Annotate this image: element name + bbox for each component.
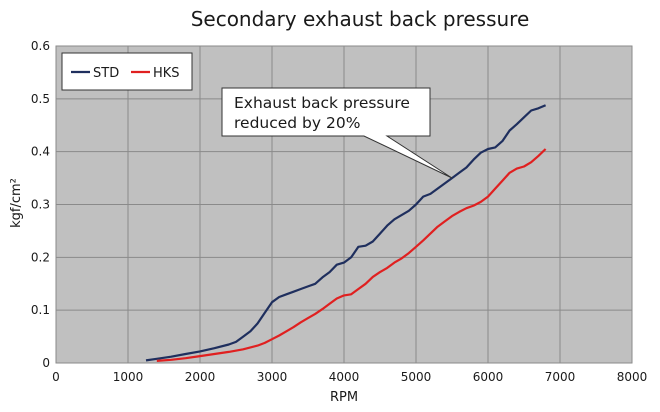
x-tick-label: 2000 — [185, 370, 216, 384]
x-axis-label: RPM — [330, 390, 358, 405]
legend: STD HKS — [61, 52, 193, 91]
x-tick-label: 7000 — [545, 370, 576, 384]
y-tick-label: 0.3 — [31, 198, 50, 212]
y-tick-label: 0.2 — [31, 250, 50, 264]
y-tick-label: 0.4 — [31, 145, 50, 159]
x-tick-label: 4000 — [329, 370, 360, 384]
y-tick-label: 0.1 — [31, 303, 50, 317]
tick-labels: 0 1000 2000 3000 4000 5000 6000 7000 8000 0 0.1 0.2… — [31, 39, 647, 384]
chart-title: Secondary exhaust back pressure — [191, 7, 530, 31]
y-axis-label: kgf/cm² — [9, 178, 24, 228]
x-tick-label: 1000 — [113, 370, 144, 384]
x-tick-label: 0 — [52, 370, 60, 384]
callout-bubble — [221, 87, 453, 179]
grid — [55, 45, 633, 364]
y-tick-label: 0.5 — [31, 92, 50, 106]
callout-line-2: reduced by 20% — [234, 114, 360, 132]
series-layer — [145, 104, 547, 362]
y-tick-label: 0.6 — [31, 39, 50, 53]
callout-line-1: Exhaust back pressure — [234, 94, 410, 112]
series-line-hks — [156, 148, 547, 362]
x-tick-label: 3000 — [257, 370, 288, 384]
y-tick-label: 0 — [42, 356, 50, 370]
annotation-callout: Exhaust back pressure reduced by 20% — [221, 87, 453, 179]
x-tick-label: 8000 — [617, 370, 648, 384]
x-tick-label: 5000 — [401, 370, 432, 384]
legend-label-hks: HKS — [153, 66, 180, 81]
legend-label-std: STD — [93, 66, 119, 81]
series-line-std — [145, 104, 547, 362]
x-tick-label: 6000 — [473, 370, 504, 384]
